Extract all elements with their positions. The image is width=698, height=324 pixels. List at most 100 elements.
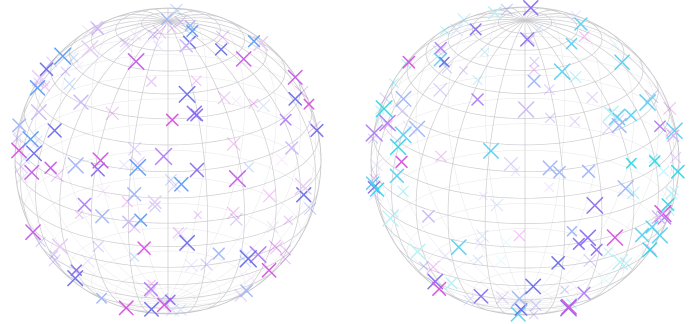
longitude-line xyxy=(38,243,169,302)
sphere-left xyxy=(11,3,324,317)
latitude-line xyxy=(373,123,677,192)
x-marker xyxy=(500,3,513,16)
x-marker xyxy=(408,120,426,138)
x-marker xyxy=(457,13,471,27)
x-marker xyxy=(12,133,22,143)
x-marker xyxy=(578,31,590,42)
longitude-line xyxy=(524,13,583,21)
latitude-line xyxy=(372,133,526,199)
x-marker xyxy=(105,106,119,120)
x-marker xyxy=(511,290,528,307)
x-marker xyxy=(572,237,585,250)
x-marker xyxy=(170,3,183,17)
latitude-line xyxy=(17,191,169,247)
latitude-line xyxy=(447,251,603,308)
x-marker xyxy=(137,241,151,255)
x-marker xyxy=(239,248,253,262)
latitude-line xyxy=(167,241,298,286)
x-marker xyxy=(120,37,130,48)
latitude-line xyxy=(524,14,603,71)
x-marker xyxy=(520,32,535,47)
x-marker xyxy=(560,285,570,295)
longitude-line xyxy=(167,20,245,310)
latitude-line xyxy=(370,164,525,224)
longitude-line xyxy=(130,300,169,312)
x-marker xyxy=(654,120,666,133)
x-marker xyxy=(606,229,624,246)
longitude-line xyxy=(524,19,680,162)
x-marker xyxy=(190,108,204,122)
x-marker xyxy=(129,158,147,176)
x-marker xyxy=(165,303,179,317)
x-marker xyxy=(48,254,61,267)
longitude-line xyxy=(167,20,277,303)
x-marker xyxy=(149,200,161,213)
longitude-line xyxy=(167,18,277,302)
longitude-line xyxy=(19,74,169,302)
x-marker xyxy=(667,129,680,142)
x-marker xyxy=(514,303,528,316)
x-marker xyxy=(179,234,196,251)
longitude-line xyxy=(35,20,169,286)
x-marker xyxy=(82,25,95,38)
x-marker xyxy=(579,229,597,247)
longitude-line xyxy=(524,20,566,315)
latitude-line xyxy=(381,53,667,104)
x-marker xyxy=(184,258,198,272)
longitude-line xyxy=(167,10,203,22)
x-marker xyxy=(130,30,142,41)
latitude-line xyxy=(27,220,169,268)
x-marker xyxy=(127,142,142,156)
latitude-line xyxy=(383,221,526,269)
x-marker xyxy=(165,113,179,127)
x-marker xyxy=(266,221,279,234)
x-marker xyxy=(80,254,95,268)
x-marker xyxy=(310,123,324,138)
latitude-line xyxy=(524,31,625,94)
longitude-line xyxy=(375,73,526,302)
x-marker xyxy=(419,261,429,271)
x-marker xyxy=(590,243,603,256)
x-marker xyxy=(227,206,240,220)
x-marker xyxy=(25,145,43,162)
x-marker xyxy=(397,185,409,198)
x-marker xyxy=(441,63,453,74)
longitude-line xyxy=(524,7,541,21)
longitude-line xyxy=(484,20,526,315)
x-marker xyxy=(285,141,299,155)
longitude-line xyxy=(167,11,245,301)
latitude-line xyxy=(50,53,168,120)
longitude-line xyxy=(509,7,526,21)
longitude-line xyxy=(167,160,322,302)
x-marker xyxy=(147,195,162,210)
latitude-line xyxy=(17,123,319,192)
x-marker xyxy=(545,112,556,123)
latitude-line xyxy=(91,250,245,307)
x-marker xyxy=(569,71,582,83)
x-marker xyxy=(471,93,484,106)
x-marker xyxy=(92,152,109,169)
x-marker xyxy=(586,91,599,104)
longitude-line xyxy=(489,9,526,21)
longitude-line xyxy=(524,17,635,302)
x-marker xyxy=(670,164,685,179)
x-marker xyxy=(164,294,176,306)
x-marker xyxy=(527,74,541,88)
x-marker xyxy=(147,33,158,44)
x-marker xyxy=(90,162,105,177)
longitude-line xyxy=(484,7,526,302)
x-marker xyxy=(581,164,596,178)
x-marker xyxy=(382,210,399,227)
x-marker xyxy=(377,115,387,125)
longitude-line xyxy=(394,243,526,303)
x-marker xyxy=(500,236,513,249)
x-marker xyxy=(634,227,650,243)
x-marker xyxy=(383,120,393,130)
x-marker xyxy=(644,89,659,104)
x-marker xyxy=(483,142,499,159)
x-marker xyxy=(617,180,634,197)
x-marker xyxy=(146,76,157,87)
latitude-line xyxy=(168,267,278,299)
x-marker xyxy=(91,22,105,36)
latitude-line xyxy=(60,269,168,299)
